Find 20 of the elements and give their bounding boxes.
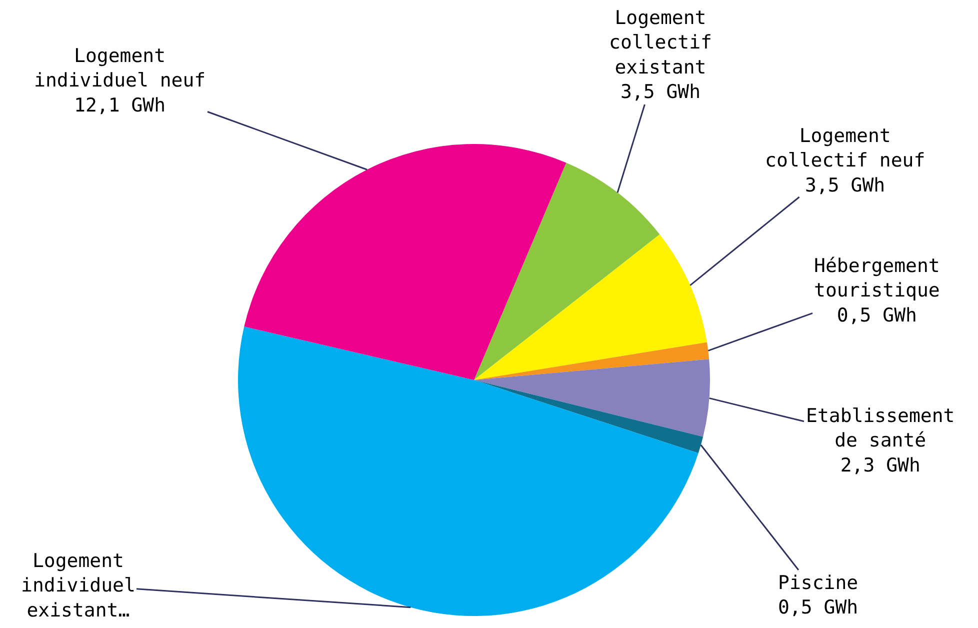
data-label: 2,3 GWh — [840, 454, 920, 476]
data-label: 0,5 GWh — [778, 596, 858, 619]
pie-slice — [474, 342, 710, 380]
slice-label: Logement collectif existant — [609, 7, 712, 78]
pie-slice — [474, 359, 710, 437]
pie-slice — [474, 162, 660, 380]
data-label: 0,5 GWh — [836, 304, 917, 326]
pie-slice — [244, 144, 566, 380]
slice-label: Logement individuel existant… — [21, 550, 136, 622]
pie-slice — [474, 234, 707, 380]
slice-label: Logement individuel neuf — [34, 45, 206, 92]
slice-label: Hébergement touristique — [814, 255, 940, 302]
data-label: 3,5 GWh — [805, 174, 886, 196]
slice-label: Piscine — [778, 572, 858, 594]
data-label: 3,5 GWh — [620, 81, 701, 104]
slice-label: Logement collectif neuf — [765, 125, 926, 172]
data-label: 12,1 GWh — [74, 94, 166, 116]
pie-slice — [474, 380, 704, 454]
slice-label: Etablissement de santé — [806, 405, 955, 452]
pie-slice — [238, 326, 698, 616]
